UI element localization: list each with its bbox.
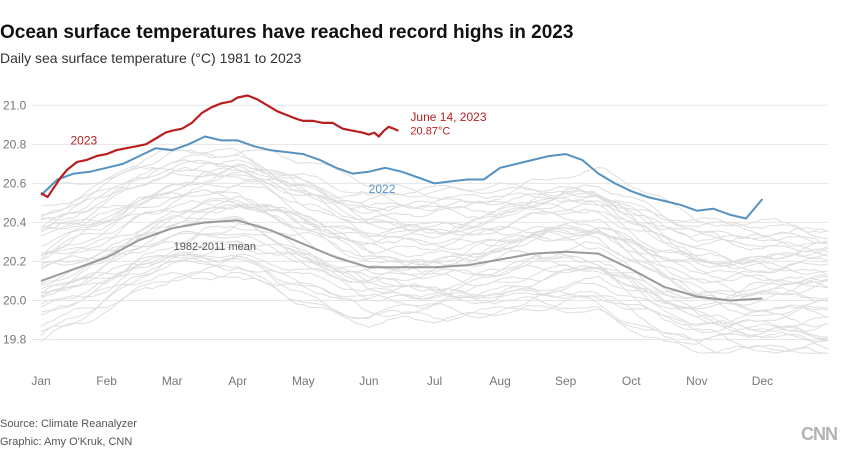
historical-year-line xyxy=(40,159,829,245)
label-mean: 1982-2011 mean xyxy=(174,241,256,253)
historical-year-line xyxy=(40,253,829,345)
y-tick-label: 20.4 xyxy=(3,215,27,229)
label-2023: 2023 xyxy=(71,133,98,147)
series-2023-line xyxy=(40,94,399,199)
historical-year-line xyxy=(40,244,829,333)
historical-year-line xyxy=(40,251,829,341)
series-2022-line xyxy=(40,135,764,220)
x-tick-label: Jun xyxy=(359,374,378,388)
x-tick-label: Apr xyxy=(228,374,247,388)
mean-1982-2011-line xyxy=(40,219,763,302)
historical-year-line xyxy=(40,255,829,343)
annotation-date: June 14, 2023 xyxy=(410,110,486,124)
y-tick-label: 21.0 xyxy=(3,98,27,112)
historical-year-lines xyxy=(40,147,829,354)
y-tick-label: 20.6 xyxy=(3,176,27,190)
historical-year-line xyxy=(40,167,829,267)
series-labels: 2023 2022 1982-2011 mean June 14, 2023 20.87… xyxy=(71,110,487,253)
y-tick-label: 20.2 xyxy=(3,254,27,268)
y-tick-label: 19.8 xyxy=(3,333,27,347)
x-tick-label: Aug xyxy=(489,374,510,388)
historical-year-line xyxy=(40,166,829,257)
historical-year-line xyxy=(40,180,829,274)
historical-year-line xyxy=(40,195,829,293)
x-tick-label: Dec xyxy=(752,374,773,388)
historical-year-line xyxy=(40,199,829,285)
historical-year-line xyxy=(40,204,829,302)
label-2022: 2022 xyxy=(369,182,396,196)
historical-year-line xyxy=(40,149,829,237)
x-tick-label: Nov xyxy=(686,374,707,388)
x-axis-tick-labels: Jan Feb Mar Apr May Jun Jul Aug Sep Oct Nov Dec xyxy=(31,374,773,388)
chart-subtitle: Daily sea surface temperature (°C) 1981 … xyxy=(0,50,302,66)
historical-year-line xyxy=(40,170,829,265)
historical-year-line xyxy=(40,223,829,312)
source-note: Source: Climate Reanalyzer xyxy=(0,418,137,430)
annotation-value: 20.87°C xyxy=(410,126,450,138)
historical-year-line xyxy=(40,241,829,328)
historical-year-line xyxy=(40,199,829,288)
x-tick-label: May xyxy=(292,374,315,388)
historical-year-line xyxy=(40,225,829,325)
chart-title: Ocean surface temperatures have reached … xyxy=(0,22,574,43)
historical-year-line xyxy=(40,147,829,233)
y-tick-label: 20.0 xyxy=(3,293,27,307)
historical-year-line xyxy=(40,232,829,334)
historical-year-line xyxy=(40,183,829,284)
historical-year-line xyxy=(40,149,829,240)
x-tick-label: Jan xyxy=(31,374,50,388)
historical-year-line xyxy=(40,271,829,354)
x-tick-label: Mar xyxy=(162,374,183,388)
x-tick-label: Sep xyxy=(555,374,577,388)
graphic-credit: Graphic: Amy O'Kruk, CNN xyxy=(0,436,133,448)
y-tick-label: 20.8 xyxy=(3,137,27,151)
historical-year-line xyxy=(40,257,829,350)
x-tick-label: Oct xyxy=(622,374,641,388)
historical-year-line xyxy=(40,204,829,296)
historical-year-line xyxy=(40,264,829,354)
chart-plot: 19.8 20.0 20.2 20.4 20.6 20.8 21.0 Jan Feb Mar Ap… xyxy=(3,94,829,388)
historical-year-line xyxy=(40,271,828,354)
historical-year-line xyxy=(40,163,829,253)
y-axis-tick-labels: 19.8 20.0 20.2 20.4 20.6 20.8 21.0 xyxy=(3,98,27,346)
cnn-logo: CNN xyxy=(801,424,838,444)
x-tick-label: Jul xyxy=(427,374,442,388)
x-tick-label: Feb xyxy=(96,374,117,388)
highlighted-series-lines xyxy=(40,94,764,302)
historical-year-line xyxy=(40,165,829,264)
